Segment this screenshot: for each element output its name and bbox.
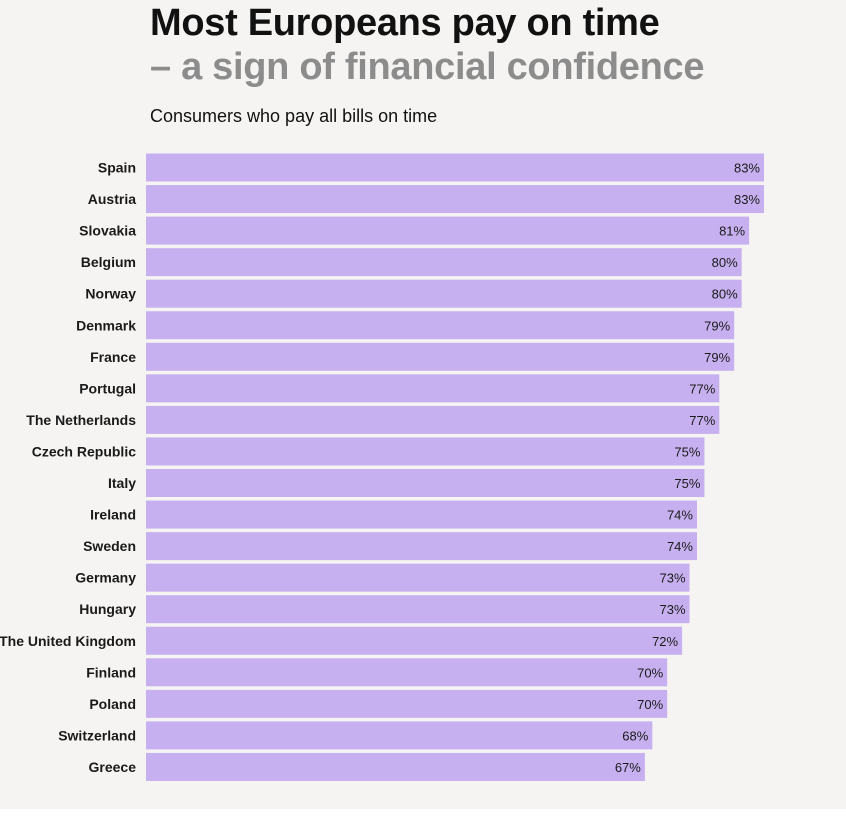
category-label: Austria [88,191,136,207]
bar-poland [146,689,668,718]
category-label: Hungary [79,601,136,617]
bar-the-netherlands [146,405,720,434]
category-label: Finland [86,664,136,680]
chart-caption: Consumers who pay all bills on time [150,106,438,126]
category-label: Ireland [90,507,136,523]
category-label: Italy [108,475,136,491]
category-label: The Netherlands [26,412,136,428]
category-label: Sweden [83,538,136,554]
bar-slovakia [146,216,750,245]
category-label: Germany [75,570,136,586]
value-label: 72% [652,634,678,649]
bar-greece [146,752,645,781]
bar-denmark [146,311,735,340]
bar-spain [146,153,764,182]
value-label: 74% [667,539,693,554]
value-label: 75% [674,476,700,491]
value-label: 81% [719,224,745,239]
value-label: 83% [734,192,760,207]
category-label: Czech Republic [32,443,136,459]
value-label: 83% [734,161,760,176]
bar-germany [146,563,690,592]
bar-austria [146,185,764,214]
bar-hungary [146,595,690,624]
bar-norway [146,279,742,308]
value-label: 67% [615,760,641,775]
category-label: Norway [85,286,136,302]
category-label: Switzerland [58,727,136,743]
value-label: 70% [637,665,663,680]
value-label: 70% [637,697,663,712]
bar-ireland [146,500,697,529]
bar-sweden [146,532,697,561]
chart-subtitle: – a sign of financial confidence [150,46,705,88]
value-label: 73% [660,571,686,586]
value-label: 74% [667,508,693,523]
value-label: 75% [674,444,700,459]
value-label: 73% [660,602,686,617]
value-label: 80% [712,287,738,302]
value-label: 77% [689,381,715,396]
bar-the-united-kingdom [146,626,683,655]
bar-belgium [146,248,742,277]
value-label: 79% [704,350,730,365]
category-label: Slovakia [79,223,136,239]
value-label: 68% [622,728,648,743]
category-label: The United Kingdom [0,633,136,649]
category-label: France [90,349,136,365]
category-label: Spain [98,160,136,176]
value-label: 79% [704,318,730,333]
bar-switzerland [146,721,653,750]
chart-title: Most Europeans pay on time [150,2,660,44]
category-label: Poland [89,696,136,712]
value-label: 80% [712,255,738,270]
category-label: Greece [89,759,137,775]
bar-czech-republic [146,437,705,466]
value-label: 77% [689,413,715,428]
category-label: Portugal [79,380,136,396]
bar-italy [146,469,705,497]
bar-finland [146,658,668,687]
category-label: Belgium [81,254,136,270]
bar-portugal [146,374,720,403]
category-label: Denmark [76,317,136,333]
bar-france [146,342,735,371]
